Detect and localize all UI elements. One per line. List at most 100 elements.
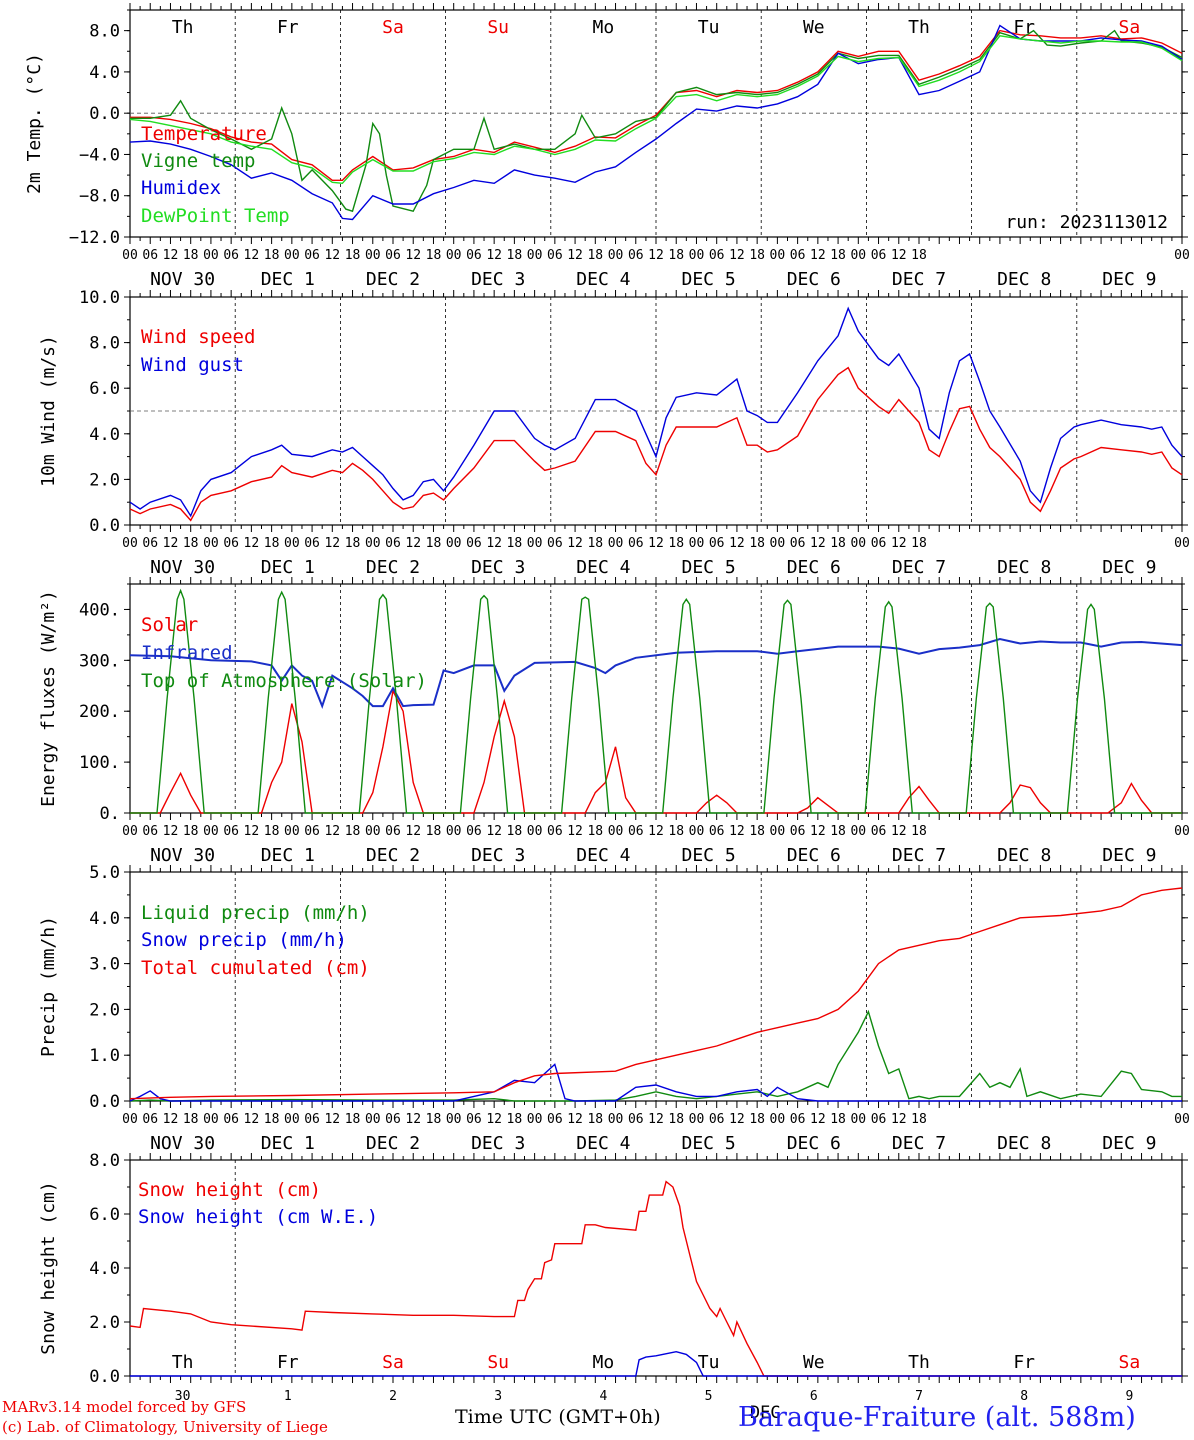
x-hour-label: 00 [608,1112,624,1127]
x-hour-label: 06 [466,536,482,551]
x-month-label: DEC [750,1403,781,1423]
y-tick-label: 5.0 [89,863,120,883]
day-of-week-label: Th [908,1352,930,1373]
x-hour-label: 00 [446,824,462,839]
x-hour-label: 18 [749,536,765,551]
x-date-label: DEC 8 [997,269,1051,290]
x-hour-label: 12 [244,248,260,263]
day-of-week-label: Su [487,1352,509,1373]
x-hour-label: 06 [871,824,887,839]
series-line [130,29,1183,181]
x-hour-label: 18 [668,1112,684,1127]
x-hour-label: 00 [689,248,705,263]
x-hour-label: 12 [244,536,260,551]
x-date-label: DEC 4 [576,269,630,290]
y-tick-label: 0. [100,804,120,824]
day-of-week-label: Sa [1119,17,1141,38]
series-line [129,24,1183,221]
x-hour-label: 06 [709,536,725,551]
x-hour-label: 18 [345,824,361,839]
x-hour-label: 00 [365,1112,381,1127]
legend-label: DewPoint Temp [141,205,290,227]
x-hour-label: 18 [830,536,846,551]
x-hour-label: 12 [405,824,421,839]
day-of-week-label: Mo [593,1352,615,1373]
x-date-label: NOV 30 [150,845,215,866]
y-tick-label: 4.0 [89,1259,120,1279]
x-hour-label: 06 [547,824,563,839]
x-hour-label: 18 [507,248,523,263]
legend-label: Wind gust [141,354,244,376]
x-hour-label: 00 [1174,536,1190,551]
y-tick-label: 200. [79,702,120,722]
day-of-week-label: We [803,17,825,38]
day-of-week-label: Sa [1119,1352,1141,1373]
x-hour-label: 00 [446,248,462,263]
x-hour-label: 18 [507,1112,523,1127]
x-hour-label: 06 [223,248,239,263]
x-hour-label: 00 [365,248,381,263]
x-hour-label: 12 [486,824,502,839]
x-hour-label: 00 [770,248,786,263]
x-hour-label: 12 [324,824,340,839]
x-hour-label: 12 [810,824,826,839]
x-hour-label: 00 [365,824,381,839]
x-date-label: DEC 1 [261,269,315,290]
x-hour-label: 12 [648,1112,664,1127]
day-of-week-label: Sa [382,17,404,38]
day-of-week-label: Su [487,17,509,38]
y-axis-label: Precip (mm/h) [38,916,59,1057]
y-tick-label: 0.0 [89,1092,120,1112]
x-hour-label: 00 [446,536,462,551]
y-tick-label: 6.0 [89,379,120,399]
y-tick-label: 4.0 [89,425,120,445]
x-hour-label: 06 [385,1112,401,1127]
x-hour-label: 18 [668,824,684,839]
x-hour-label: 12 [810,1112,826,1127]
x-hour-label: 18 [345,536,361,551]
day-of-week-label: Sa [382,1352,404,1373]
legend-label: Snow height (cm) [138,1179,321,1201]
x-hour-label: 06 [547,1112,563,1127]
lab-credit: (c) Lab. of Climatology, University of L… [2,1418,328,1436]
x-date-label: DEC 4 [576,845,630,866]
x-hour-label: 00 [1174,1112,1190,1127]
y-tick-label: 4.0 [89,909,120,929]
series-line [130,1350,1182,1377]
x-date-label: DEC 3 [471,845,525,866]
y-tick-label: 4.0 [89,63,120,83]
x-hour-label: 06 [628,1112,644,1127]
y-tick-label: 3.0 [89,955,120,975]
x-hour-label: 06 [709,824,725,839]
x-date-label: DEC 4 [576,1133,630,1154]
y-tick-label: −12.0 [69,228,120,248]
x-hour-label: 00 [527,1112,543,1127]
day-of-week-label: Tu [698,1352,720,1373]
x-date-label: DEC 5 [682,845,736,866]
x-hour-label: 12 [163,824,179,839]
x-date-label: DEC 3 [471,1133,525,1154]
x-hour-label: 18 [183,248,199,263]
x-hour-label: 00 [770,824,786,839]
day-of-week-label: Th [172,1352,194,1373]
x-hour-label: 06 [871,536,887,551]
y-axis-label: Energy fluxes (W/m²) [38,590,59,807]
day-of-week-label: Th [908,17,930,38]
x-hour-label: 18 [264,1112,280,1127]
y-tick-label: 100. [79,753,120,773]
x-axis-title: Time UTC (GMT+0h) [455,1406,661,1428]
x-hour-label: 12 [244,1112,260,1127]
x-hour-label: 12 [405,536,421,551]
x-hour-label: 06 [628,248,644,263]
x-hour-label: 18 [264,824,280,839]
x-hour-label: 12 [810,536,826,551]
x-day-number: 3 [494,1389,502,1404]
x-date-label: DEC 8 [997,845,1051,866]
x-date-label: DEC 8 [997,557,1051,578]
x-hour-label: 06 [466,248,482,263]
x-hour-label: 00 [122,824,138,839]
legend-label: Temperature [141,123,267,145]
x-hour-label: 12 [648,536,664,551]
x-day-number: 6 [810,1389,818,1404]
panel-2: 0.0 2.0 4.0 6.0 8.0 10.0 10m Wind (m/s) 00 06 12 1… [38,288,1190,578]
